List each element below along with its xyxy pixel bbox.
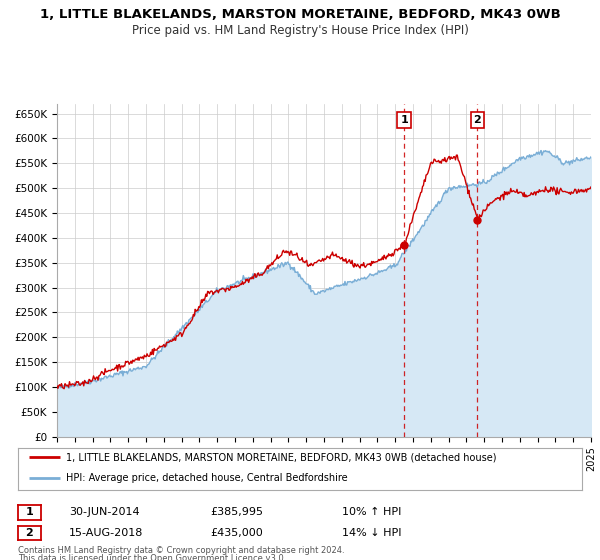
Text: Contains HM Land Registry data © Crown copyright and database right 2024.: Contains HM Land Registry data © Crown c… — [18, 546, 344, 555]
Text: 10% ↑ HPI: 10% ↑ HPI — [342, 507, 401, 517]
Text: 1, LITTLE BLAKELANDS, MARSTON MORETAINE, BEDFORD, MK43 0WB: 1, LITTLE BLAKELANDS, MARSTON MORETAINE,… — [40, 8, 560, 21]
Text: 14% ↓ HPI: 14% ↓ HPI — [342, 528, 401, 538]
Text: 2: 2 — [473, 115, 481, 125]
Text: 1: 1 — [400, 115, 408, 125]
Text: 1: 1 — [26, 507, 33, 517]
Text: £435,000: £435,000 — [210, 528, 263, 538]
Text: This data is licensed under the Open Government Licence v3.0.: This data is licensed under the Open Gov… — [18, 554, 286, 560]
Text: 15-AUG-2018: 15-AUG-2018 — [69, 528, 143, 538]
Text: Price paid vs. HM Land Registry's House Price Index (HPI): Price paid vs. HM Land Registry's House … — [131, 24, 469, 36]
Text: 30-JUN-2014: 30-JUN-2014 — [69, 507, 140, 517]
Text: £385,995: £385,995 — [210, 507, 263, 517]
Text: 2: 2 — [26, 528, 33, 538]
Text: HPI: Average price, detached house, Central Bedfordshire: HPI: Average price, detached house, Cent… — [66, 473, 347, 483]
Text: 1, LITTLE BLAKELANDS, MARSTON MORETAINE, BEDFORD, MK43 0WB (detached house): 1, LITTLE BLAKELANDS, MARSTON MORETAINE,… — [66, 452, 496, 462]
